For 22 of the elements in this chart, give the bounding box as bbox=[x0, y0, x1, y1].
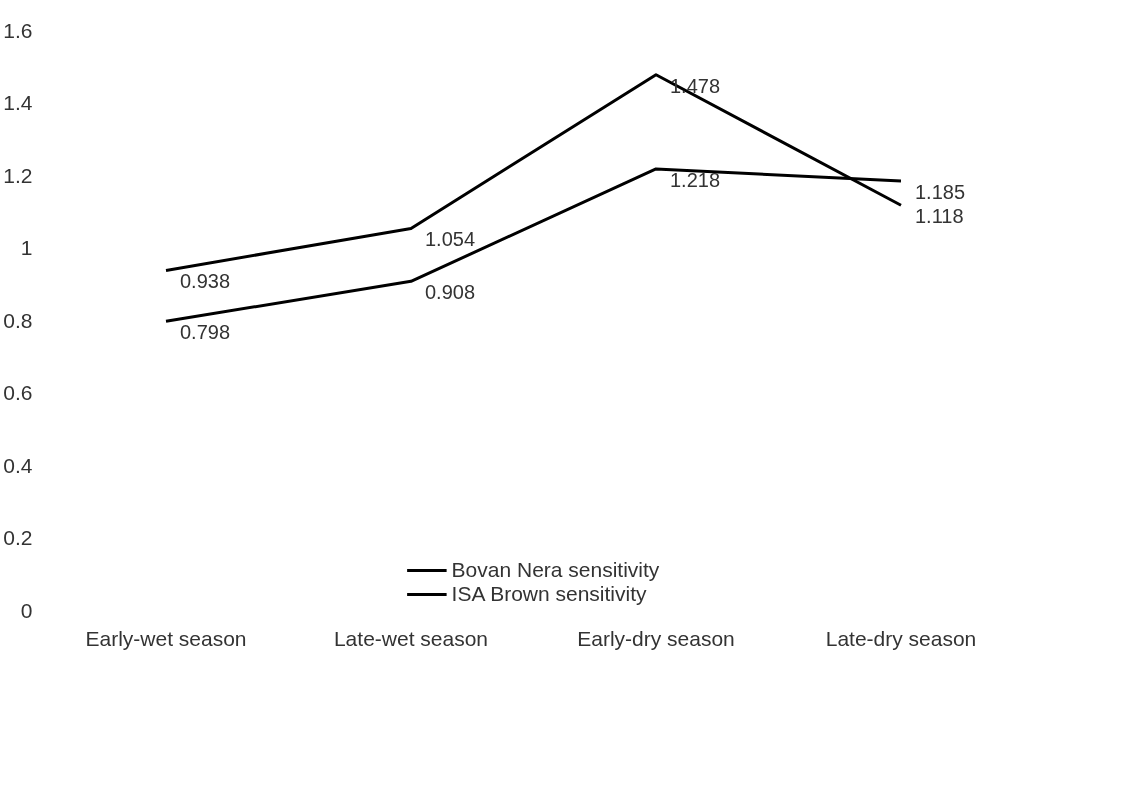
y-tick-label: 0 bbox=[20, 598, 33, 622]
data-label: 0.908 bbox=[425, 281, 476, 304]
y-tick-label: 0.6 bbox=[3, 381, 33, 404]
data-label: 1.054 bbox=[425, 228, 476, 251]
y-tick-label: 0.2 bbox=[3, 526, 33, 549]
y-tick-label: 1.6 bbox=[3, 18, 33, 42]
x-tick-label: Late-dry season bbox=[825, 626, 977, 650]
data-label: 0.938 bbox=[180, 270, 231, 293]
y-tick-label: 0.4 bbox=[3, 453, 33, 477]
y-tick-label: 1.4 bbox=[3, 91, 33, 114]
x-tick-label: Early-dry season bbox=[577, 626, 735, 650]
legend-label: Bovan Nera sensitivity bbox=[451, 558, 660, 582]
y-tick-label: 1.2 bbox=[3, 163, 33, 187]
x-tick-label: Early-wet season bbox=[85, 626, 247, 650]
x-tick-label: Late-wet season bbox=[333, 626, 489, 650]
data-label: 0.798 bbox=[180, 321, 231, 344]
data-label: 1.118 bbox=[915, 205, 964, 228]
data-label: 1.218 bbox=[670, 168, 721, 191]
y-tick-label: 1 bbox=[20, 236, 33, 259]
legend-label: ISA Brown sensitivity bbox=[451, 582, 647, 606]
data-label: 1.185 bbox=[915, 180, 966, 203]
y-tick-label: 0.8 bbox=[3, 308, 33, 332]
